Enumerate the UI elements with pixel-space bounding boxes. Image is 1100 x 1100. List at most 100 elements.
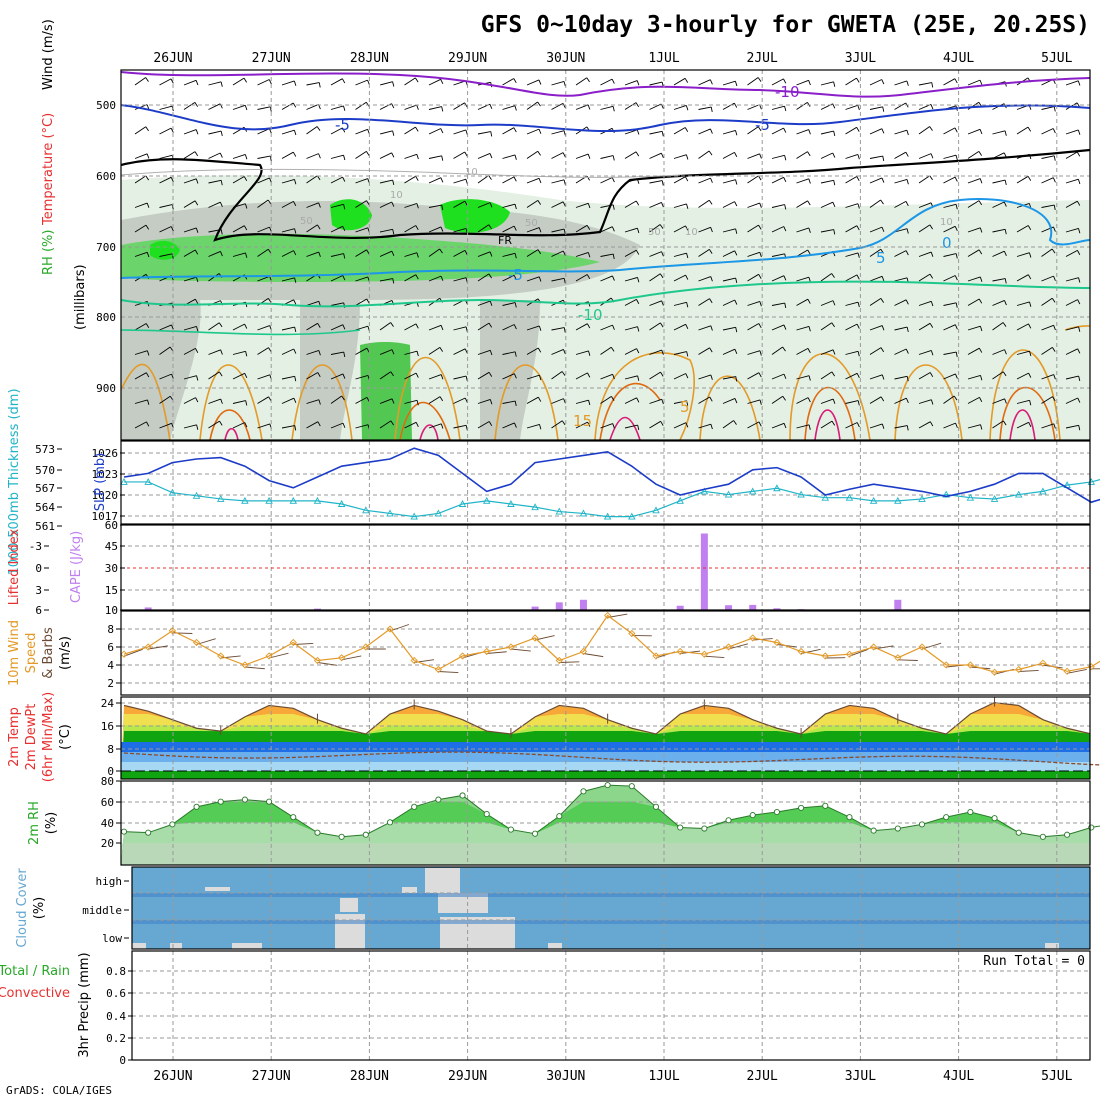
wind-barb [967, 151, 980, 159]
wind-barb [453, 227, 467, 233]
wind-barb-feather [1077, 348, 1081, 354]
wind-barb [330, 351, 344, 355]
wind-barb [722, 398, 736, 404]
wind-barb-feather [1053, 374, 1056, 380]
wind-barb [918, 322, 931, 331]
wind-barb-feather [710, 374, 713, 380]
wind-barb [649, 130, 663, 135]
wind-barb [502, 351, 516, 355]
pressure-tick-label: 700 [96, 241, 116, 254]
date-label: 30JUN [546, 1069, 585, 1084]
wind-barb [1041, 275, 1054, 282]
wind-barb-feather [882, 106, 885, 112]
wind-barb [771, 127, 784, 135]
wind-barb [845, 350, 859, 355]
wind-barb [232, 176, 245, 184]
wind-barb [1091, 153, 1100, 158]
wind-barb [428, 374, 442, 380]
wind-barb [894, 277, 908, 282]
wind-barb [1091, 104, 1100, 109]
wind-barb [845, 323, 858, 331]
wind-barb-feather [539, 424, 542, 430]
wind-barb [208, 179, 222, 184]
wind-barb [453, 375, 467, 380]
date-label: 28JUN [350, 1069, 389, 1084]
date-label: 29JUN [448, 51, 487, 66]
wind-barb [404, 225, 416, 233]
wind-barb [183, 178, 197, 184]
wind-barb [306, 300, 319, 306]
wind-barb [281, 228, 295, 233]
wind-barb [869, 128, 883, 135]
wind-barb-feather [269, 106, 272, 112]
wind-barb [526, 101, 538, 110]
wind-barb-feather [1078, 375, 1081, 382]
dewpoint-line [123, 751, 1100, 766]
wind-barb-feather [513, 324, 517, 330]
wind-barb-feather [636, 80, 640, 86]
wind-barb-feather [905, 299, 909, 305]
wind-barb [869, 275, 883, 282]
wind-barb-feather [1053, 275, 1056, 281]
wind-barb-feather [954, 275, 958, 281]
wind-barb-feather [318, 202, 321, 208]
wind-barb [992, 250, 1005, 257]
wind-barb-feather [735, 228, 738, 234]
wind-barb [281, 200, 294, 208]
wind-barb-feather [708, 150, 713, 156]
wind-barb [967, 374, 981, 380]
wind-barb [869, 155, 883, 159]
wind-barb [257, 106, 271, 110]
wind-barb [404, 421, 417, 429]
wind-barb-feather [220, 81, 223, 87]
thickness-point [265, 496, 273, 504]
wind-barb [453, 277, 467, 282]
wind-barb-10m [728, 643, 748, 650]
thickness-point [821, 493, 830, 501]
wind-barb [208, 81, 222, 86]
wind-barb [502, 105, 516, 110]
wind-barb-feather [294, 179, 297, 185]
wind-barb [281, 178, 295, 184]
wind-barb [918, 273, 931, 282]
tick-label: 1020 [92, 489, 119, 502]
wind-barb [330, 395, 342, 404]
wind-barb [526, 227, 540, 233]
wind-barb [771, 154, 785, 159]
wind-barb [453, 397, 466, 404]
rh-point [870, 827, 877, 834]
wind-barb [208, 152, 221, 159]
wind-barb-feather [856, 225, 860, 231]
wind-barb [551, 80, 565, 86]
wind-barb-feather [563, 398, 566, 404]
wind-barb [673, 77, 686, 86]
wind-barb-feather [636, 397, 640, 403]
wind-barb [624, 276, 638, 282]
wind-barb-feather [856, 422, 860, 428]
cloud-cover-blocks [132, 868, 1059, 949]
wind-barb-feather [758, 175, 762, 181]
wind-barb [673, 127, 686, 135]
wind-barb [1065, 375, 1079, 380]
wind-barb [992, 420, 1004, 429]
thickness-point [386, 509, 394, 517]
wind-barb-feather [415, 372, 419, 378]
rh-point [725, 817, 732, 824]
wind-barb-feather [342, 373, 346, 379]
wind-barb-feather [684, 127, 689, 133]
wind-barb-feather [783, 324, 787, 330]
wind-barb [453, 249, 466, 257]
wind-barb-feather [856, 176, 860, 182]
wind-barb-feather [1052, 396, 1056, 402]
wind-barb-feather [808, 326, 811, 332]
wind-barb-feather [366, 298, 370, 304]
wind-barb-feather [978, 200, 983, 206]
wind-barb-feather [636, 299, 640, 305]
wind-barb-feather [537, 200, 542, 205]
wind-barb [624, 249, 637, 257]
wind-barb [232, 252, 246, 257]
wind-barb-feather [1004, 398, 1007, 404]
isotherm-upper-teal [121, 329, 361, 336]
wind-barb [845, 422, 858, 429]
contour-label: -5 [335, 116, 350, 134]
